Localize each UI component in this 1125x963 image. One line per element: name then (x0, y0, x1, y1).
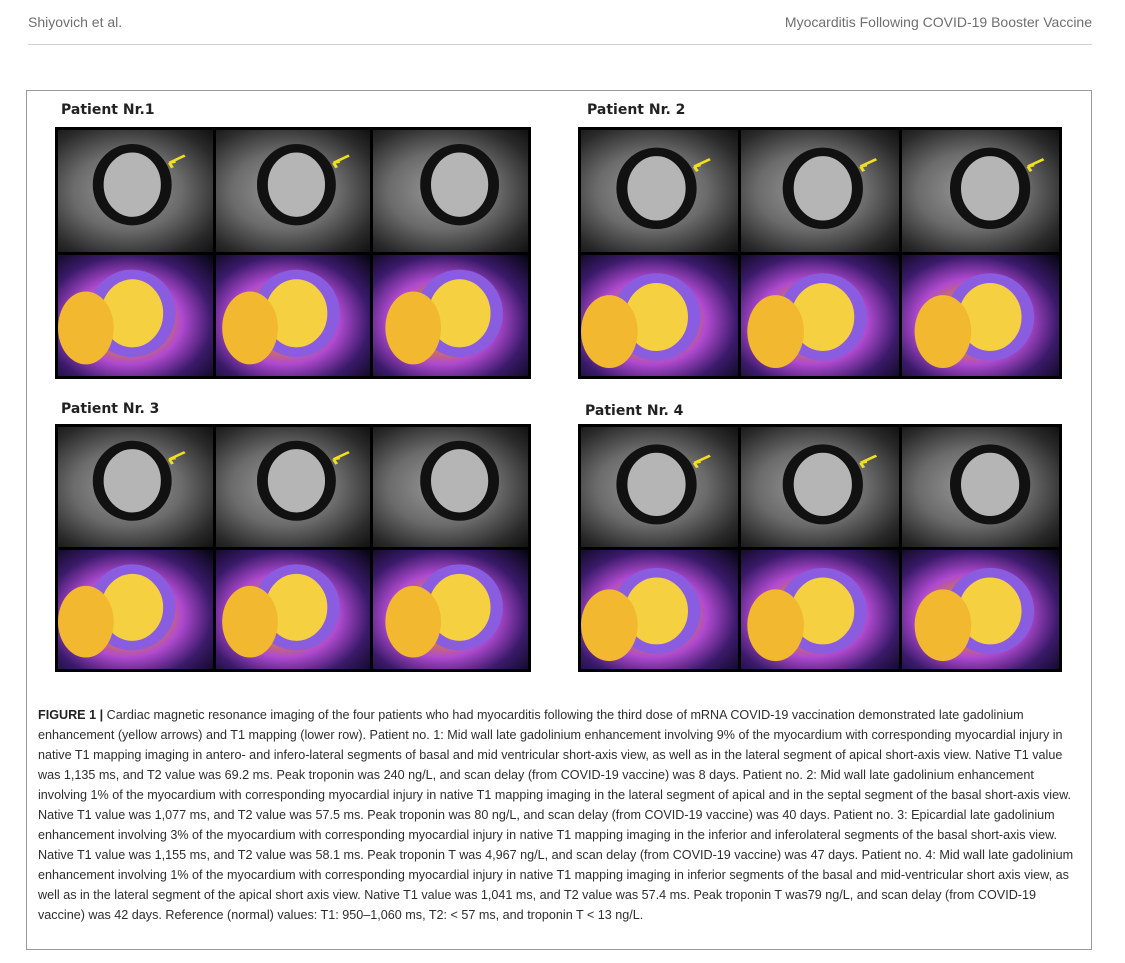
figure-caption: FIGURE 1 | Cardiac magnetic resonance im… (38, 705, 1080, 925)
t1-map-image (373, 254, 528, 376)
panel-image-3 (55, 424, 531, 672)
panel-label-4: Patient Nr. 4 (585, 403, 684, 419)
header-title: Myocarditis Following COVID-19 Booster V… (784, 14, 1092, 30)
t1-map-image (901, 254, 1059, 376)
panel-label-1: Patient Nr.1 (61, 102, 155, 118)
caption-text: Cardiac magnetic resonance imaging of th… (38, 708, 1074, 922)
lge-image (581, 427, 739, 547)
panel-image-4 (578, 424, 1062, 672)
t1-map-image (581, 254, 739, 376)
caption-label: FIGURE 1 | (38, 708, 104, 722)
panel-label-3: Patient Nr. 3 (61, 401, 160, 417)
t1-map-image (581, 549, 739, 669)
panel-label-2: Patient Nr. 2 (587, 102, 686, 118)
t1-map-image (58, 254, 213, 376)
t1-map-image (215, 254, 371, 376)
lge-image (215, 130, 371, 252)
header-rule (28, 44, 1092, 45)
lge-image (58, 130, 213, 252)
lge-image (373, 130, 528, 252)
lge-image (215, 427, 371, 547)
lge-image (58, 427, 213, 547)
t1-map-image (901, 549, 1059, 669)
t1-map-image (741, 254, 899, 376)
t1-map-image (58, 549, 213, 669)
lge-image (581, 130, 739, 252)
t1-map-image (373, 549, 528, 669)
panel-image-1 (55, 127, 531, 379)
lge-image (901, 427, 1059, 547)
lge-image (741, 130, 899, 252)
header-authors: Shiyovich et al. (28, 14, 123, 30)
panel-image-2 (578, 127, 1062, 379)
t1-map-image (741, 549, 899, 669)
lge-image (373, 427, 528, 547)
lge-image (901, 130, 1059, 252)
t1-map-image (215, 549, 371, 669)
lge-image (741, 427, 899, 547)
